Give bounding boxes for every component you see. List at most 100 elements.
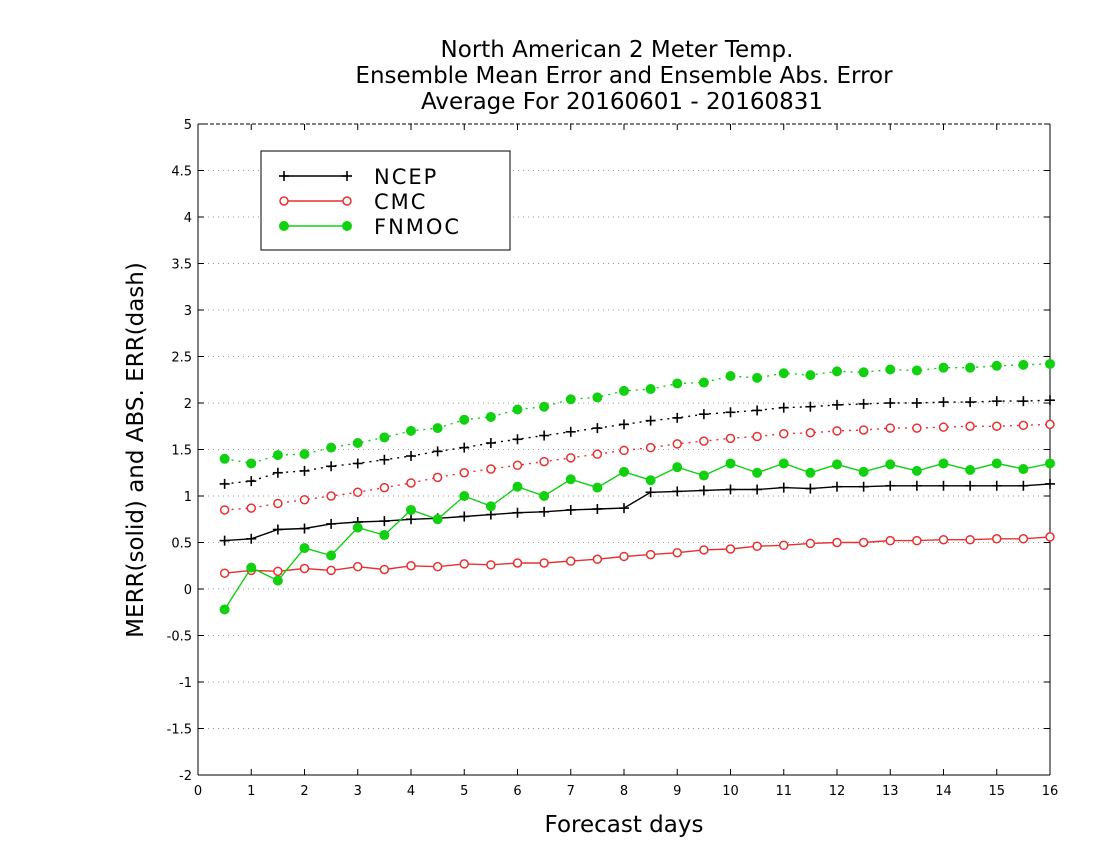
series-cmc-abs-err-point [353, 487, 363, 498]
title-line-1: North American 2 Meter Temp. [441, 37, 794, 63]
series-fnmoc-abs-err-point [805, 370, 816, 381]
title-line-3: Average For 20160601 - 20160831 [421, 89, 823, 115]
series-ncep-merr-point [672, 486, 683, 497]
x-tick-label: 0 [194, 784, 202, 799]
series-fnmoc-abs-err-point [645, 384, 656, 395]
series-cmc-merr-point [459, 559, 469, 569]
series-ncep-abs-err-point [698, 409, 709, 420]
series-ncep-merr-point [752, 484, 763, 495]
series-ncep-merr-point [485, 509, 496, 520]
series-cmc-abs-err-point [379, 482, 390, 493]
series-ncep-merr-point [938, 480, 949, 491]
series-fnmoc-abs-err-point [885, 364, 896, 375]
series-fnmoc-abs-err-point [512, 404, 523, 415]
series-cmc-merr-point [299, 563, 310, 574]
series-fnmoc-abs-err-point [778, 368, 789, 379]
series-fnmoc-abs-err-point [219, 453, 230, 464]
series-fnmoc-merr-point [911, 465, 922, 476]
y-tick-label: 1.5 [171, 444, 192, 459]
series-cmc-abs-err-point [645, 442, 656, 453]
y-tick-label: -1.5 [167, 723, 192, 738]
series-ncep-abs-err-point [645, 415, 656, 426]
series-fnmoc-abs-err-point [619, 385, 629, 396]
series-ncep-merr-point [832, 481, 842, 492]
series-fnmoc-abs-err-line [224, 363, 1051, 465]
x-tick-label: 14 [935, 784, 952, 799]
series-fnmoc-merr-point [512, 481, 523, 492]
series-ncep-merr-point [1018, 480, 1029, 491]
series-ncep-merr-point [858, 481, 869, 492]
x-tick-label: 13 [882, 784, 899, 799]
x-axis-label: Forecast days [545, 812, 704, 838]
x-tick-label: 9 [673, 784, 681, 799]
series-ncep-merr-point [991, 480, 1002, 491]
series-fnmoc-merr-point [272, 575, 283, 586]
series-ncep-merr-point [698, 485, 709, 496]
series-cmc-merr-point [353, 561, 363, 572]
x-tick-label: 2 [300, 784, 308, 799]
series-fnmoc-merr-point [832, 459, 842, 470]
series-cmc-abs-err-point [539, 456, 549, 467]
series-fnmoc-abs-err-point [1018, 359, 1029, 370]
series-cmc-merr-point [1045, 532, 1055, 542]
series-fnmoc-merr-point [885, 459, 896, 470]
series-ncep-abs-err-point [326, 461, 337, 472]
series-fnmoc-merr-point [246, 562, 257, 573]
series-ncep-merr-point [272, 524, 283, 535]
legend-entry-fnmoc: FNMOC [279, 215, 459, 239]
series-ncep-abs-err-point [672, 412, 683, 423]
series-fnmoc-merr-point [938, 458, 949, 469]
series-cmc-merr-point [406, 561, 416, 571]
series-fnmoc-merr-point [1018, 464, 1029, 475]
series-layer [219, 358, 1055, 615]
series-fnmoc-merr-point [565, 474, 576, 485]
series-ncep-merr-point [592, 504, 603, 515]
series-ncep-merr-point [645, 487, 656, 498]
series-ncep-merr-point [406, 514, 416, 525]
series-ncep-abs-err-point [246, 476, 257, 487]
y-tick-label: 4 [184, 211, 192, 226]
series-cmc-merr-point [779, 540, 789, 551]
series-ncep-abs-err-point [858, 398, 869, 409]
chart-title: North American 2 Meter Temp. Ensemble Me… [355, 37, 893, 115]
series-cmc-abs-err-point [1045, 419, 1055, 430]
series-cmc-merr-point [752, 541, 762, 551]
series-fnmoc [219, 358, 1055, 615]
series-cmc-merr-point [645, 549, 656, 560]
series-ncep-abs-err-point [272, 467, 283, 478]
series-fnmoc-merr-point [991, 458, 1002, 469]
series-cmc-abs-err-point [699, 436, 709, 446]
series-ncep-merr-point [778, 482, 789, 493]
series-fnmoc-merr-point [645, 475, 656, 486]
series-cmc-merr-point [219, 568, 230, 578]
legend-entry-ncep: NCEP [279, 165, 438, 189]
series-cmc-merr-point [486, 560, 496, 570]
series-cmc-abs-err-point [805, 428, 816, 438]
series-fnmoc-abs-err-point [485, 411, 496, 422]
series-ncep-merr-point [619, 503, 629, 514]
series-cmc-abs-err-point [459, 468, 469, 478]
y-tick-label: -0.5 [167, 630, 192, 645]
series-ncep-abs-err-point [539, 430, 550, 441]
legend-label-ncep: NCEP [374, 165, 438, 189]
series-ncep-abs-err-point [725, 407, 736, 418]
series-fnmoc-merr-point [352, 522, 363, 533]
series-ncep-merr-point [299, 523, 310, 534]
series-ncep-abs-err-point [565, 426, 576, 437]
series-ncep-merr-point [725, 484, 736, 495]
series-fnmoc-abs-err-point [272, 450, 283, 461]
series-ncep-abs-err-point [885, 398, 896, 408]
title-line-2: Ensemble Mean Error and Ensemble Abs. Er… [355, 63, 893, 89]
series-fnmoc-abs-err-point [991, 360, 1002, 371]
series-cmc-merr-point [725, 544, 736, 554]
legend-marker [279, 221, 289, 231]
legend-entry-cmc: CMC [279, 190, 425, 214]
series-ncep-abs-err-point [805, 401, 816, 412]
series-fnmoc-merr-point [1045, 458, 1055, 469]
series-cmc-abs-err-point [938, 422, 949, 432]
series-fnmoc-merr-point [592, 482, 603, 493]
series-fnmoc-abs-err-point [352, 437, 363, 448]
series-ncep-abs-err-point [512, 434, 523, 445]
